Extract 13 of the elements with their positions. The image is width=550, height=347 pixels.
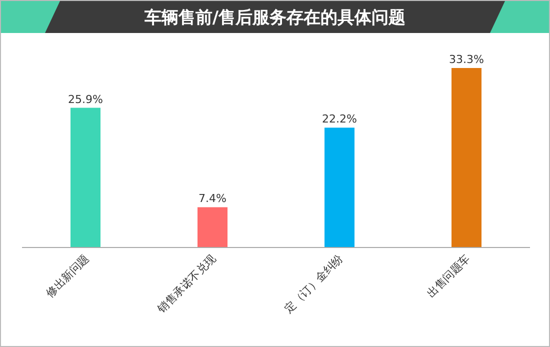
data-label: 22.2% (322, 112, 357, 126)
data-label: 7.4% (198, 192, 226, 206)
bar (452, 68, 482, 247)
x-tick-label: 修出新问题 (44, 252, 92, 300)
x-tick-label: 销售承诺不兑现 (154, 252, 219, 316)
bar (324, 128, 354, 247)
bar (70, 108, 100, 247)
bar (198, 207, 228, 247)
data-label: 33.3% (449, 53, 484, 66)
x-tick-label: 出售问题车 (424, 252, 473, 300)
x-tick-label: 定（订）金纠纷 (282, 252, 346, 316)
chart-title: 车辆售前/售后服务存在的具体问题 (143, 8, 406, 28)
data-label: 25.9% (68, 92, 103, 106)
